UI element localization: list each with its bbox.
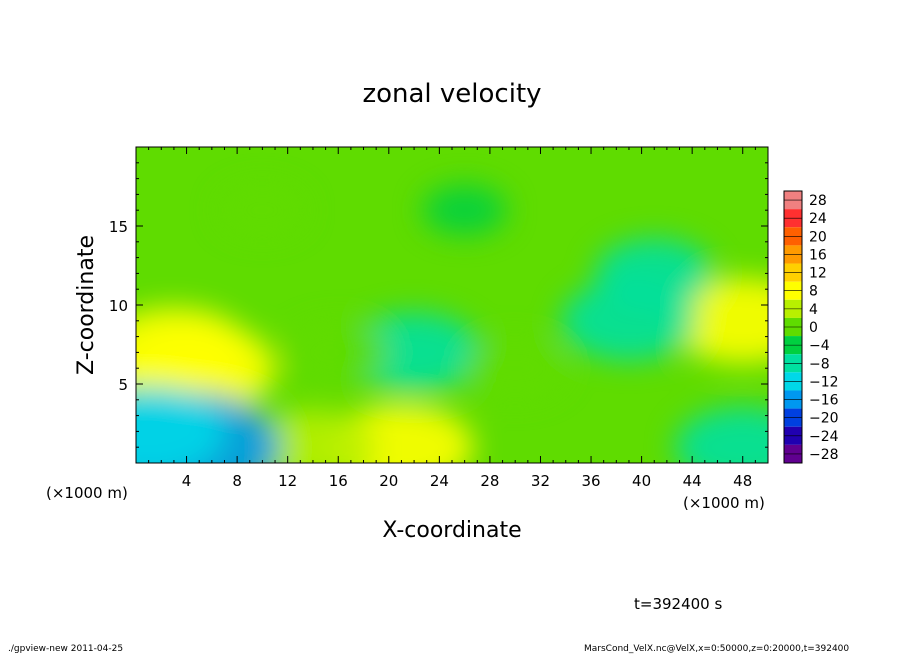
x-tick-label-3: 16 [329,472,348,490]
x-unit-right-label: (×1000 m) [683,494,765,512]
x-tick-label-11: 48 [733,472,752,490]
colorbar-label-14: −28 [809,447,839,463]
y-tick-label-2: 15 [109,218,128,236]
x-tick-label-8: 36 [581,472,600,490]
x-unit-left-label: (×1000 m) [46,484,128,502]
x-tick-label-1: 8 [232,472,242,490]
colorbar-label-4: 12 [809,266,827,282]
colorbar-label-11: −16 [809,393,839,409]
x-tick-label-5: 24 [430,472,449,490]
field-region-7 [346,312,483,393]
colorbar-label-3: 16 [809,247,827,263]
x-tick-label-2: 12 [278,472,297,490]
colorbar-label-6: 4 [809,302,818,318]
colorbar-label-12: −20 [809,411,839,427]
y-tick-label-0: 5 [118,376,128,394]
field-region-10 [464,338,566,399]
x-tick-label-4: 20 [379,472,398,490]
x-tick-label-0: 4 [182,472,192,490]
chart-title: zonal velocity [362,79,541,109]
x-axis-ticks: 4 8 12 16 20 24 28 32 36 40 44 48 [148,147,756,490]
field-blobs [136,185,768,463]
x-tick-label-9: 40 [632,472,651,490]
field-region-12 [674,406,768,463]
x-tick-label-10: 44 [683,472,702,490]
field-region-13 [422,185,507,236]
time-label: t=392400 s [634,595,722,613]
x-tick-label-6: 28 [480,472,499,490]
colorbar-label-7: 0 [809,320,818,336]
field-region-14 [220,185,305,236]
x-tick-label-7: 32 [531,472,550,490]
footer-right-text: MarsCond_VelX.nc@VelX,x=0:50000,z=0:2000… [584,644,849,654]
field-region-2 [670,277,768,364]
x-axis-label: X-coordinate [382,518,521,543]
colorbar-label-10: −12 [809,374,839,390]
colorbar: 28 24 20 16 12 8 4 0 −4 −8 −12 −16 −20 −24 −28 [783,190,839,464]
field-region-6 [136,385,226,463]
field-region-11 [287,322,389,383]
footer-left-text: ./gpview-new 2011-04-25 [8,644,123,654]
colorbar-label-0: 28 [809,193,827,209]
colorbar-label-1: 24 [809,211,827,227]
colorbar-label-8: −4 [809,338,830,354]
field-region-9 [594,238,714,309]
colorbar-label-5: 8 [809,284,818,300]
y-axis-label: Z-coordinate [74,235,99,375]
colorbar-label-2: 20 [809,229,827,245]
field-region-4 [249,409,377,463]
colorbar-label-13: −24 [809,429,839,445]
y-axis-ticks: 5 10 15 [109,162,768,448]
y-tick-label-1: 10 [109,297,128,315]
colorbar-label-9: −8 [809,356,830,372]
